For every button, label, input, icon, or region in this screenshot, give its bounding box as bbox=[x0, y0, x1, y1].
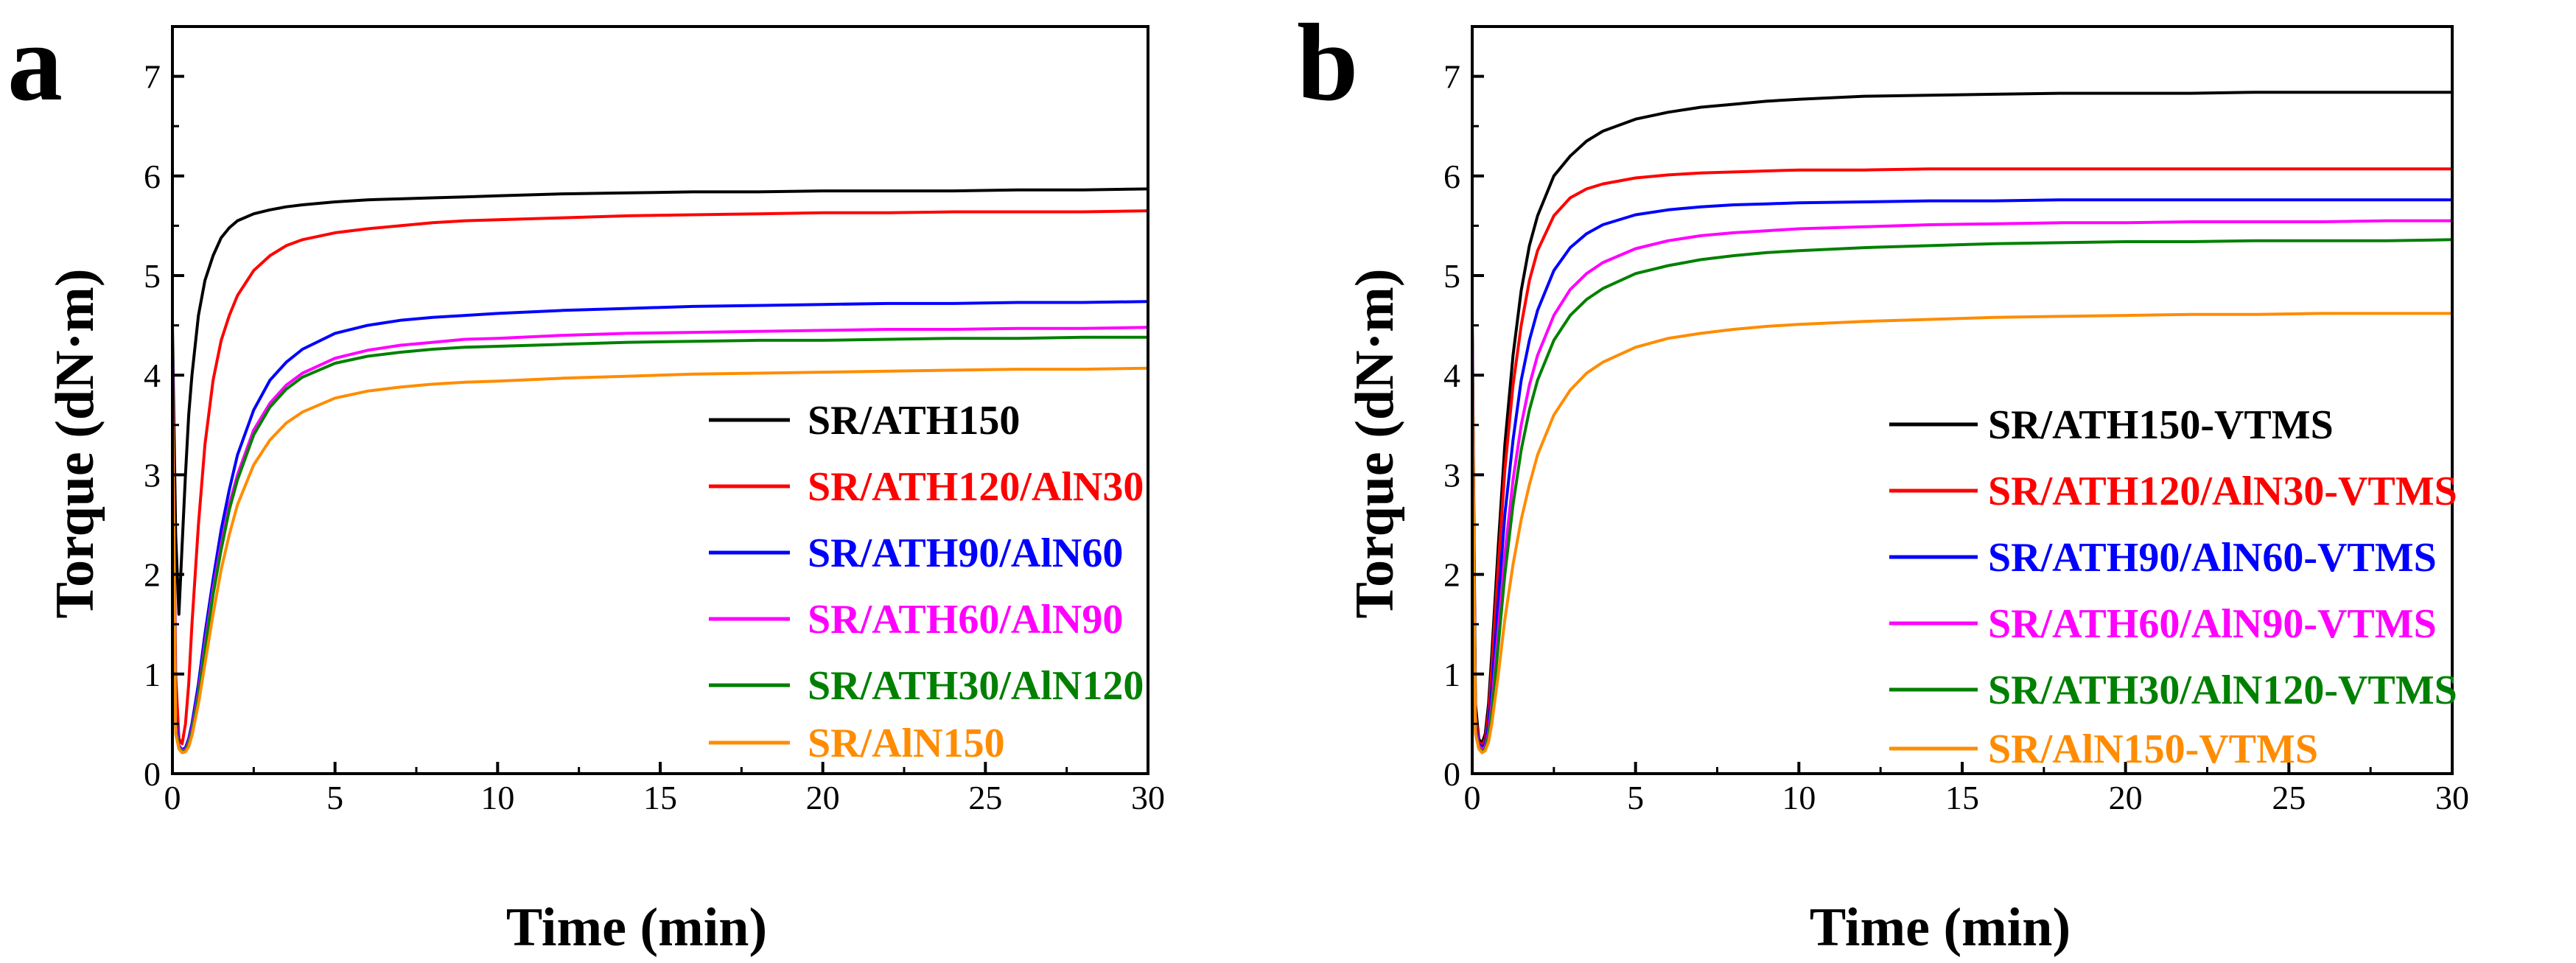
legend-label: SR/ATH30/AlN120 bbox=[808, 663, 1144, 709]
panel-label: a bbox=[7, 1, 63, 124]
series-line-5 bbox=[1471, 312, 2454, 754]
y-axis-label: Torque (dN·m) bbox=[45, 269, 105, 619]
legend-entry-sr-ath30-aln120: SR/ATH30/AlN120 bbox=[709, 663, 1144, 709]
x-tick-label: 0 bbox=[164, 779, 181, 816]
series-line-5 bbox=[171, 366, 1149, 754]
y-tick-label: 7 bbox=[144, 58, 161, 96]
y-tick-label: 4 bbox=[1443, 357, 1460, 394]
x-tick-label: 5 bbox=[326, 779, 343, 816]
legend-label: SR/ATH150-VTMS bbox=[1988, 402, 2334, 448]
x-tick-label: 15 bbox=[643, 779, 677, 816]
x-tick-label: 20 bbox=[2109, 779, 2143, 816]
legend-entry-sr-aln150: SR/AlN150 bbox=[709, 721, 1005, 766]
tick-marks bbox=[1471, 25, 2454, 775]
x-tick-label: 25 bbox=[968, 779, 1002, 816]
plot-frame bbox=[1471, 25, 2454, 775]
x-tick-label: 0 bbox=[1464, 779, 1481, 816]
panel-label: b bbox=[1297, 1, 1358, 124]
legend-label: SR/ATH90/AlN60 bbox=[808, 530, 1123, 576]
legend-entry-sr-aln150-vtms: SR/AlN150-VTMS bbox=[1889, 726, 2318, 772]
x-tick-label: 20 bbox=[806, 779, 840, 816]
legend-entry-sr-ath60-aln90: SR/ATH60/AlN90 bbox=[709, 597, 1123, 642]
x-axis-label: Time (min) bbox=[1810, 897, 2071, 958]
x-tick-label: 10 bbox=[1782, 779, 1816, 816]
y-tick-label: 6 bbox=[144, 158, 161, 195]
y-tick-label: 2 bbox=[1443, 556, 1460, 594]
legend-entry-sr-ath60-aln90-vtms: SR/ATH60/AlN90-VTMS bbox=[1889, 601, 2437, 647]
x-tick-label: 5 bbox=[1627, 779, 1644, 816]
legend-label: SR/ATH150 bbox=[808, 398, 1020, 444]
legend: SR/ATH150 SR/ATH120/AlN30 SR/ATH90/AlN60… bbox=[709, 398, 1144, 766]
y-tick-label: 5 bbox=[1443, 257, 1460, 295]
x-tick-label: 30 bbox=[2435, 779, 2469, 816]
y-tick-label: 6 bbox=[1443, 158, 1460, 195]
panel-b: b Torque (dN·m) Time (min) 0 5 10 15 20 25 300… bbox=[1297, 1, 2469, 958]
legend-label: SR/AlN150 bbox=[808, 721, 1005, 766]
legend: SR/ATH150-VTMS SR/ATH120/AlN30-VTMS SR/A… bbox=[1889, 402, 2457, 772]
legend-label: SR/ATH30/AlN120-VTMS bbox=[1988, 668, 2457, 713]
y-tick-label: 5 bbox=[144, 257, 161, 295]
legend-entry-sr-ath30-aln120-vtms: SR/ATH30/AlN120-VTMS bbox=[1889, 668, 2457, 713]
series-line-1 bbox=[171, 209, 1149, 746]
y-tick-label: 1 bbox=[144, 656, 161, 693]
legend-entry-sr-ath150: SR/ATH150 bbox=[709, 398, 1020, 444]
series-group bbox=[171, 187, 1149, 754]
y-tick-label: 0 bbox=[144, 755, 161, 793]
panel-a: a Torque (dN·m) Time (min) 0 5 10 15 20 25 300… bbox=[7, 1, 1165, 958]
y-tick-label: 0 bbox=[1443, 755, 1460, 793]
legend-entry-sr-ath90-aln60-vtms: SR/ATH90/AlN60-VTMS bbox=[1889, 535, 2437, 581]
legend-label: SR/ATH120/AlN30-VTMS bbox=[1988, 469, 2457, 514]
x-axis-label: Time (min) bbox=[506, 897, 767, 958]
tick-marks bbox=[171, 25, 1149, 775]
legend-entry-sr-ath120-aln30: SR/ATH120/AlN30 bbox=[709, 464, 1144, 510]
y-tick-label: 7 bbox=[1443, 58, 1460, 96]
y-axis-label: Torque (dN·m) bbox=[1345, 269, 1405, 619]
legend-entry-sr-ath120-aln30-vtms: SR/ATH120/AlN30-VTMS bbox=[1889, 469, 2457, 514]
tick-labels: 0 5 10 15 20 25 30 0 1 2 3 4 5 6 7 bbox=[144, 58, 1165, 816]
legend-label: SR/ATH120/AlN30 bbox=[808, 464, 1144, 510]
legend-label: SR/ATH90/AlN60-VTMS bbox=[1988, 535, 2437, 581]
legend-entry-sr-ath90-aln60: SR/ATH90/AlN60 bbox=[709, 530, 1123, 576]
y-tick-label: 4 bbox=[144, 357, 161, 394]
legend-entry-sr-ath150-vtms: SR/ATH150-VTMS bbox=[1889, 402, 2334, 448]
series-line-0 bbox=[171, 187, 1149, 616]
y-tick-label: 3 bbox=[1443, 456, 1460, 494]
y-tick-label: 1 bbox=[1443, 656, 1460, 693]
tick-labels: 0 5 10 15 20 25 30 0 1 2 3 4 5 6 7 bbox=[1443, 58, 2469, 816]
legend-label: SR/ATH60/AlN90 bbox=[808, 597, 1123, 642]
x-tick-label: 10 bbox=[480, 779, 514, 816]
x-tick-label: 30 bbox=[1131, 779, 1165, 816]
y-tick-label: 2 bbox=[144, 556, 161, 594]
legend-label: SR/ATH60/AlN90-VTMS bbox=[1988, 601, 2437, 647]
y-tick-label: 3 bbox=[144, 456, 161, 494]
x-tick-label: 15 bbox=[1945, 779, 1979, 816]
legend-label: SR/AlN150-VTMS bbox=[1988, 726, 2318, 772]
series-group bbox=[1471, 91, 2454, 754]
x-tick-label: 25 bbox=[2272, 779, 2306, 816]
